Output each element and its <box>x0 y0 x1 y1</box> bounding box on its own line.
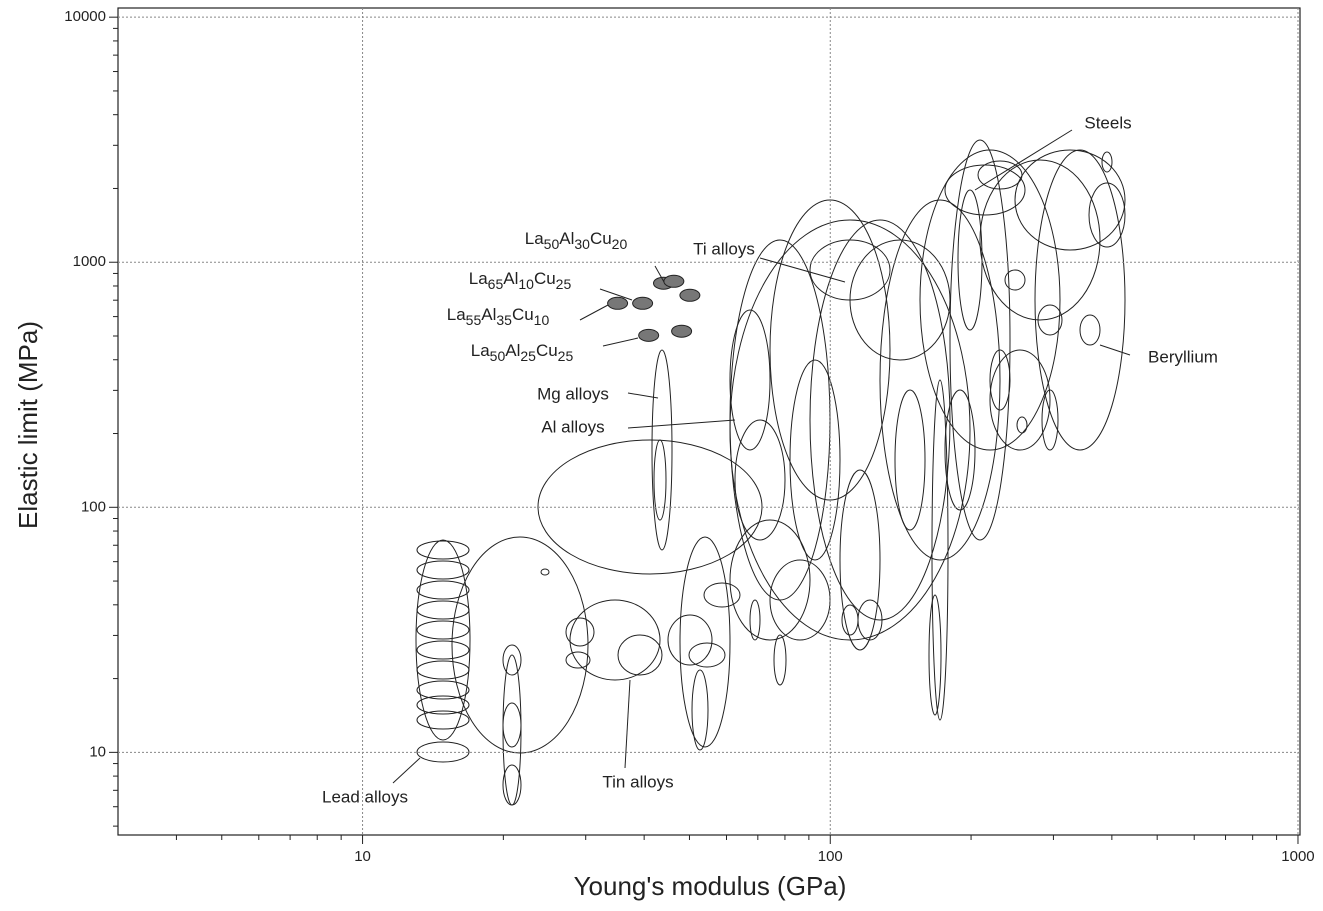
annotation: Mg alloys <box>537 384 609 403</box>
point <box>607 296 629 310</box>
leader-line <box>579 304 609 321</box>
leader-line <box>602 337 639 347</box>
annotation: Lead alloys <box>322 787 408 806</box>
y-tick-label: 10 <box>89 743 106 760</box>
annotation: La55Al35Cu10 <box>447 305 550 327</box>
leader-line <box>654 265 665 283</box>
point <box>632 296 654 310</box>
point <box>679 288 701 302</box>
point <box>671 324 693 338</box>
annotation: Ti alloys <box>693 239 755 258</box>
x-tick-label: 100 <box>818 848 843 865</box>
annotation: Tin alloys <box>602 772 673 791</box>
material-envelopes <box>415 139 1126 806</box>
leader-line <box>1099 344 1131 356</box>
annotation: La50Al30Cu20 <box>525 229 628 251</box>
leader-line <box>599 288 633 301</box>
leader-line <box>627 392 659 399</box>
leader-line <box>392 757 421 784</box>
plot-frame <box>117 7 1301 836</box>
annotation: La50Al25Cu25 <box>471 341 574 363</box>
x-axis-label: Young's modulus (GPa) <box>574 871 847 901</box>
leader-line <box>624 679 631 769</box>
annotation: Beryllium <box>1148 347 1218 366</box>
point <box>663 274 685 288</box>
leader-line <box>974 129 1073 191</box>
y-tick-label: 100 <box>81 498 106 515</box>
y-tick-label: 1000 <box>73 253 106 270</box>
leader-line <box>627 419 736 429</box>
point <box>638 328 660 342</box>
annotation: Al alloys <box>541 417 604 436</box>
x-tick-label: 10 <box>354 848 371 865</box>
x-tick-label: 1000 <box>1281 848 1314 865</box>
y-tick-label: 10000 <box>64 8 106 25</box>
y-axis-label: Elastic limit (MPa) <box>13 321 43 529</box>
leader-line <box>759 257 846 283</box>
annotation: Steels <box>1084 113 1131 132</box>
annotation: La65Al10Cu25 <box>469 269 572 291</box>
